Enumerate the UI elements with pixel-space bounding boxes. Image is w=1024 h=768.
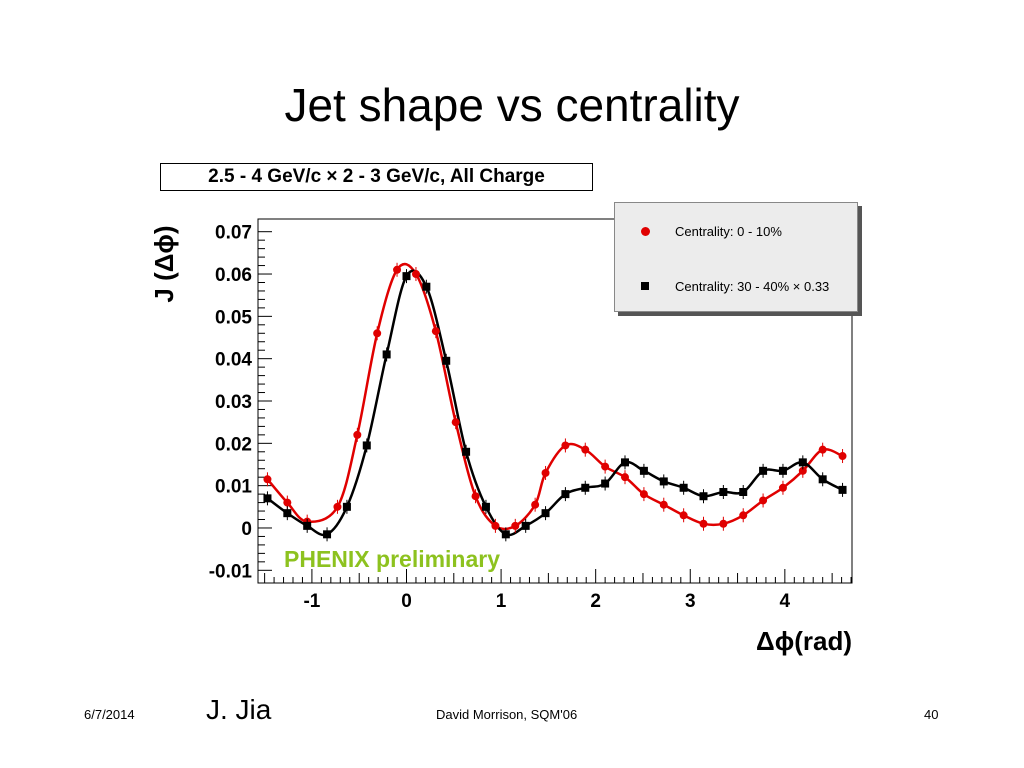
data-point-30-40 [422,282,431,291]
footer-author: J. Jia [206,694,272,725]
y-tick-label: 0.07 [215,223,252,244]
data-point-30-40 [699,492,708,501]
data-point-0-10 [778,483,787,492]
data-point-0-10 [639,490,648,499]
y-tick-label: 0.01 [215,477,252,498]
slide-title: Jet shape vs centrality [284,79,740,131]
data-point-0-10 [491,521,500,530]
data-point-0-10 [531,500,540,509]
x-tick-label: 1 [496,591,507,612]
data-point-30-40 [561,490,570,499]
footer-date: 6/7/2014 [84,707,135,722]
y-tick-label: 0.02 [215,434,252,455]
data-point-30-40 [759,466,768,475]
data-point-0-10 [739,511,748,520]
data-point-0-10 [411,270,420,279]
data-point-30-40 [639,466,648,475]
data-point-30-40 [541,509,550,518]
phenix-preliminary-label: PHENIX preliminary [284,546,501,572]
data-point-30-40 [362,441,371,450]
data-point-0-10 [719,519,728,528]
data-point-30-40 [462,447,471,456]
axes: -0.01 0 0.01 0.02 0.03 0.04 0.05 0.06 0.07 -1 0 1 2 3… [209,223,852,612]
x-axis-label: Δϕ(rad) [756,626,852,656]
data-point-30-40 [501,530,510,539]
data-point-30-40 [778,466,787,475]
data-point-30-40 [342,502,351,511]
data-point-30-40 [402,272,411,281]
data-point-0-10 [451,418,460,427]
legend: Centrality: 0 - 10% Centrality: 30 - 40%… [614,202,858,312]
y-tick-label: 0.03 [215,392,252,413]
data-point-30-40 [798,458,807,467]
data-point-30-40 [679,483,688,492]
data-point-0-10 [353,430,362,439]
data-point-30-40 [838,485,847,494]
data-point-30-40 [719,488,728,496]
data-point-0-10 [601,462,610,471]
data-point-30-40 [382,350,391,359]
data-point-0-10 [263,475,272,484]
y-tick-label: 0 [241,519,252,540]
data-point-0-10 [838,452,847,461]
data-point-30-40 [442,356,451,365]
data-point-0-10 [759,496,768,505]
footer-credit: David Morrison, SQM'06 [436,707,578,722]
data-point-0-10 [431,327,440,336]
data-point-30-40 [303,521,312,530]
data-point-30-40 [481,502,490,511]
data-point-0-10 [541,468,550,477]
data-point-30-40 [620,458,629,467]
data-point-30-40 [521,521,530,530]
data-point-0-10 [333,502,342,511]
y-tick-label: -0.01 [209,561,253,582]
legend-label-0-10: Centrality: 0 - 10% [675,224,782,239]
y-tick-label: 0.06 [215,265,252,286]
y-tick-label: 0.04 [215,350,252,371]
y-tick-label: 0.05 [215,307,252,328]
data-point-30-40 [601,479,610,488]
data-point-0-10 [561,441,570,450]
data-point-30-40 [659,477,668,486]
data-point-0-10 [393,265,402,274]
data-point-0-10 [679,511,688,520]
x-tick-label: 4 [780,591,791,612]
data-point-30-40 [283,509,292,518]
x-tick-label: 0 [401,591,412,612]
x-tick-label: 2 [590,591,601,612]
red-circle-marker-icon [641,227,650,236]
legend-entry-0-10: Centrality: 0 - 10% [615,222,857,242]
x-tick-label: -1 [303,591,320,612]
legend-label-30-40: Centrality: 30 - 40% × 0.33 [675,279,830,294]
data-points [263,262,847,542]
data-point-0-10 [818,445,827,454]
data-point-0-10 [581,445,590,454]
data-point-0-10 [699,519,708,528]
data-point-30-40 [739,488,748,496]
black-square-marker-icon [641,282,649,290]
data-point-0-10 [511,521,520,530]
data-point-0-10 [659,500,668,509]
data-point-30-40 [581,483,590,492]
data-point-0-10 [373,329,382,338]
data-point-30-40 [818,475,827,484]
data-point-30-40 [263,494,272,503]
data-point-0-10 [283,498,292,507]
page-number: 40 [924,707,939,722]
legend-entry-30-40: Centrality: 30 - 40% × 0.33 [615,277,857,297]
data-point-30-40 [323,530,332,539]
chart-title: 2.5 - 4 GeV/c × 2 - 3 GeV/c, All Charge [160,163,593,191]
data-point-0-10 [620,473,629,482]
data-point-0-10 [798,466,807,475]
x-tick-label: 3 [685,591,696,612]
data-point-0-10 [471,492,480,501]
y-axis-label: J (Δϕ) [149,225,179,303]
